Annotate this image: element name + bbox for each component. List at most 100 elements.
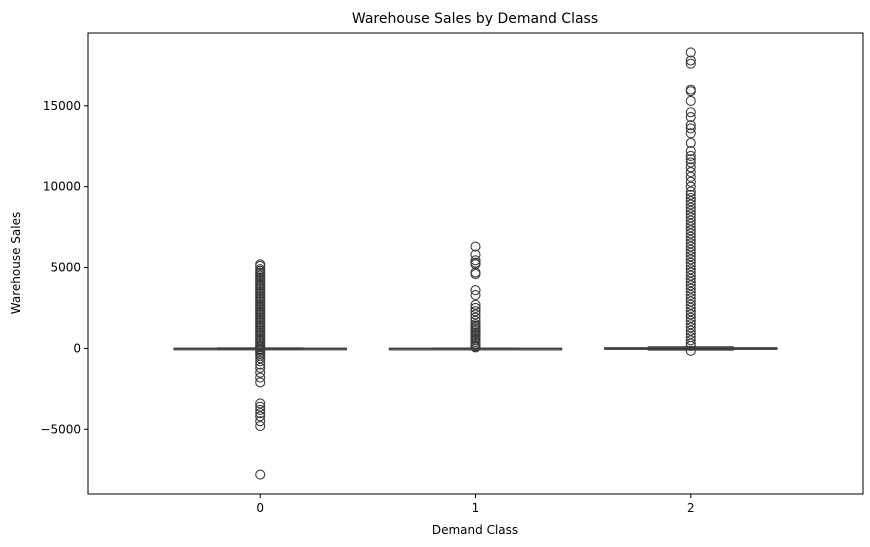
outlier-point — [470, 249, 481, 260]
outlier-point — [685, 325, 696, 336]
outlier-point — [685, 338, 696, 349]
outlier-point — [685, 299, 696, 310]
outlier-point — [685, 231, 696, 242]
outlier-point — [685, 55, 696, 66]
y-tick-label: 0 — [73, 341, 81, 355]
box-group-class-0 — [173, 259, 347, 480]
outlier-point — [685, 241, 696, 252]
outlier-point — [685, 228, 696, 239]
outlier-point — [685, 293, 696, 304]
outlier-point — [685, 186, 696, 197]
outlier-point — [255, 372, 266, 383]
outlier-point — [255, 421, 266, 432]
y-tick-label: −5000 — [40, 422, 81, 436]
outlier-point — [685, 315, 696, 326]
outlier-point — [685, 267, 696, 278]
outlier-point — [470, 306, 481, 317]
outlier-point — [685, 47, 696, 58]
outlier-point — [685, 146, 696, 157]
outlier-point — [685, 340, 696, 352]
outlier-point — [685, 312, 696, 323]
outlier-point — [685, 289, 696, 301]
x-axis: 0 1 2 — [256, 494, 695, 515]
outlier-point — [685, 189, 696, 200]
outlier-point — [685, 244, 696, 255]
outlier-point — [685, 128, 696, 139]
y-axis-title: Warehouse Sales — [9, 212, 23, 314]
outlier-point — [685, 264, 696, 275]
outlier-point — [470, 268, 481, 280]
outlier-point — [685, 296, 696, 307]
outlier-point — [685, 222, 696, 233]
outlier-point — [685, 154, 696, 165]
outlier-point — [470, 289, 481, 301]
outlier-point — [255, 401, 266, 412]
outlier-point — [685, 335, 696, 346]
chart-title: Warehouse Sales by Demand Class — [352, 11, 598, 27]
outlier-point — [685, 209, 696, 220]
outlier-point — [685, 257, 696, 268]
outlier-point — [685, 123, 696, 134]
outlier-point — [685, 112, 696, 123]
outlier-point — [255, 356, 266, 367]
outlier-point — [470, 255, 481, 266]
outlier-point — [685, 95, 696, 106]
outlier-point — [470, 299, 481, 310]
outlier-point — [685, 234, 696, 246]
outlier-point — [685, 251, 696, 262]
x-axis-title: Demand Class — [432, 523, 518, 537]
outlier-point — [685, 137, 696, 149]
outlier-point — [255, 377, 266, 388]
outlier-point — [685, 345, 696, 356]
outlier-point — [685, 273, 696, 284]
outlier-point — [470, 241, 481, 252]
box-group-class-2 — [604, 47, 778, 356]
outlier-point — [255, 367, 266, 378]
outlier-point — [685, 306, 696, 317]
outlier-point — [685, 302, 696, 314]
outlier-point — [685, 254, 696, 265]
outlier-point — [470, 285, 481, 296]
outlier-point — [685, 328, 696, 339]
outlier-point — [255, 408, 266, 419]
outlier-point — [470, 259, 481, 270]
outlier-point — [685, 238, 696, 249]
outlier-point — [685, 283, 696, 294]
outlier-point — [685, 150, 696, 161]
outlier-point — [470, 309, 481, 320]
outlier-point — [255, 469, 266, 480]
outlier-point — [685, 322, 696, 333]
outlier-point — [685, 270, 696, 281]
outlier-point — [685, 212, 696, 223]
outlier-point — [685, 202, 696, 213]
outlier-point — [685, 58, 696, 69]
outlier-point — [685, 286, 696, 297]
outlier-point — [685, 196, 696, 207]
y-tick-label: 5000 — [50, 261, 81, 275]
outlier-point — [255, 260, 266, 271]
outlier-point — [255, 416, 266, 427]
outlier-point — [255, 404, 266, 415]
outlier-point — [685, 176, 696, 187]
outlier-point — [470, 312, 481, 323]
outlier-point — [685, 199, 696, 210]
y-tick-label: 15000 — [43, 99, 81, 113]
y-tick-label: 10000 — [43, 180, 81, 194]
outlier-point — [685, 167, 696, 178]
outlier-point — [685, 162, 696, 173]
outlier-point — [470, 302, 481, 314]
outlier-point — [255, 398, 266, 409]
box-group-class-1 — [388, 241, 563, 353]
outlier-point — [685, 205, 696, 216]
outlier-point — [685, 215, 696, 226]
outlier-point — [255, 359, 266, 370]
outlier-point — [255, 411, 266, 422]
outlier-point — [685, 86, 696, 97]
x-tick-label: 2 — [687, 501, 695, 515]
x-tick-label: 0 — [256, 501, 264, 515]
outlier-point — [685, 218, 696, 229]
outlier-point — [255, 362, 266, 373]
outlier-point — [685, 260, 696, 271]
outlier-point — [685, 247, 696, 259]
